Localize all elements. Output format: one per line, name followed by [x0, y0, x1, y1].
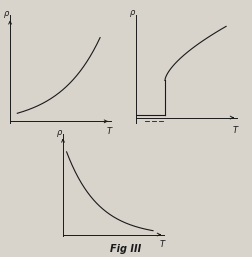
Text: T: T: [233, 126, 238, 135]
Text: T: T: [160, 240, 165, 249]
Text: ρ: ρ: [4, 10, 9, 19]
Text: ρ: ρ: [57, 127, 62, 136]
Text: Fig III: Fig III: [110, 244, 142, 254]
Text: ρ: ρ: [130, 8, 135, 17]
Text: T: T: [107, 127, 112, 136]
